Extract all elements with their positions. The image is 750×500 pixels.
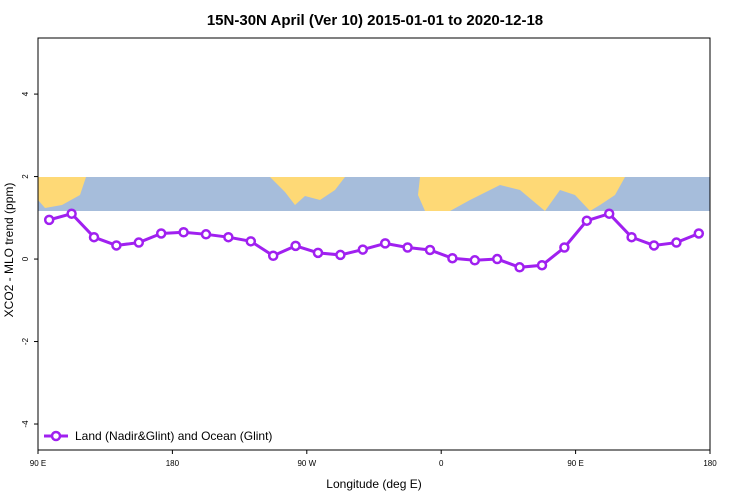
legend-label: Land (Nadir&Glint) and Ocean (Glint) bbox=[75, 429, 272, 443]
x-tick-label: 180 bbox=[166, 459, 180, 468]
point bbox=[43, 214, 55, 226]
x-tick-label: 90 W bbox=[297, 459, 316, 468]
point bbox=[447, 252, 458, 264]
point bbox=[200, 229, 212, 240]
point bbox=[402, 242, 413, 253]
series-line bbox=[48, 211, 700, 269]
point bbox=[357, 244, 369, 255]
point bbox=[536, 259, 548, 271]
point bbox=[111, 240, 122, 251]
legend-swatch bbox=[50, 430, 62, 442]
point bbox=[693, 228, 705, 239]
x-tick-label: 180 bbox=[703, 459, 717, 468]
point bbox=[88, 231, 100, 243]
x-tick-label: 90 E bbox=[567, 459, 583, 468]
x-tick-label: 0 bbox=[439, 459, 444, 468]
land bbox=[270, 177, 345, 205]
y-tick-label: 4 bbox=[21, 91, 30, 96]
point bbox=[626, 231, 637, 243]
y-tick-label: -2 bbox=[21, 337, 30, 345]
point bbox=[267, 250, 279, 262]
point bbox=[133, 237, 145, 248]
y-tick-label: -4 bbox=[21, 420, 30, 428]
point bbox=[603, 208, 615, 219]
point bbox=[581, 215, 593, 226]
point bbox=[245, 236, 257, 247]
point bbox=[290, 240, 301, 252]
y-tick-label: 0 bbox=[21, 256, 30, 261]
point bbox=[379, 238, 391, 249]
point bbox=[469, 255, 481, 266]
point bbox=[155, 228, 167, 239]
point bbox=[312, 247, 324, 259]
chart-title: 15N-30N April (Ver 10) 2015-01-01 to 202… bbox=[207, 12, 543, 29]
point bbox=[223, 231, 234, 243]
plot-frame bbox=[37, 37, 711, 451]
map-band bbox=[38, 177, 710, 211]
point bbox=[514, 262, 525, 273]
y-tick-label: 2 bbox=[21, 174, 30, 179]
y-axis-label: XCO2 - MLO trend (ppm) bbox=[2, 183, 16, 318]
point bbox=[335, 249, 346, 261]
point bbox=[648, 240, 660, 251]
land bbox=[418, 177, 625, 211]
x-axis-label: Longitude (deg E) bbox=[326, 477, 421, 491]
land bbox=[38, 177, 86, 208]
point bbox=[491, 253, 503, 265]
point bbox=[424, 244, 436, 256]
point bbox=[671, 237, 682, 248]
point bbox=[178, 226, 189, 238]
point bbox=[66, 208, 77, 219]
x-tick-label: 90 E bbox=[30, 459, 46, 468]
point bbox=[559, 242, 570, 253]
